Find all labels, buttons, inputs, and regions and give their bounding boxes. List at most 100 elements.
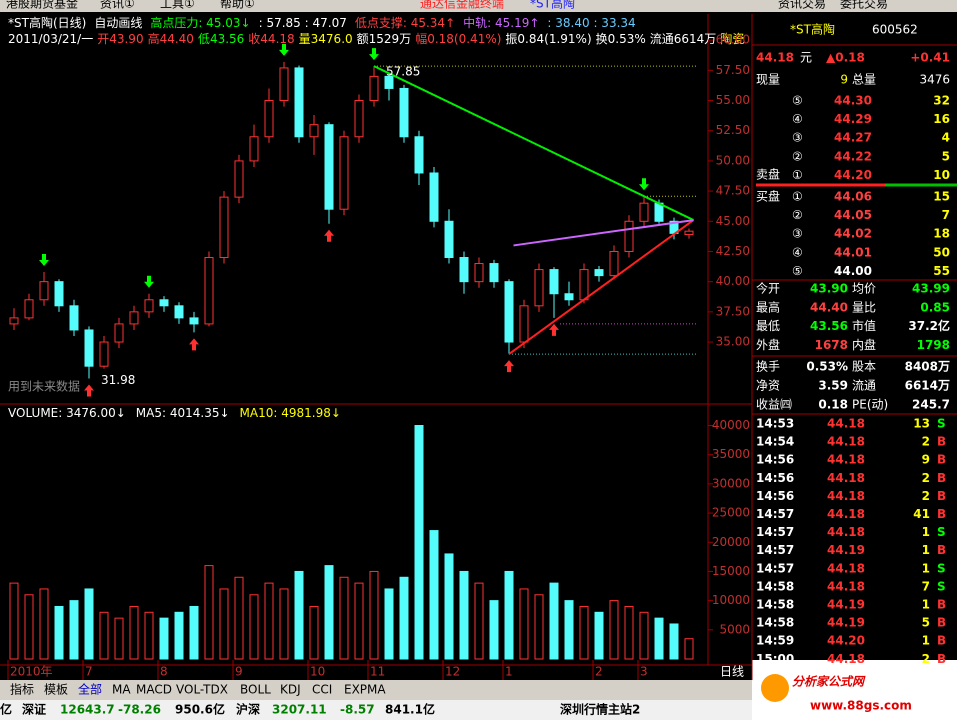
tick-price: 44.19 xyxy=(827,598,865,612)
menu-item[interactable]: 帮助① xyxy=(220,0,255,11)
candle-body xyxy=(279,67,289,102)
order-price: 44.00 xyxy=(834,264,872,278)
candle-body xyxy=(369,75,379,102)
y-tick-label: 30000 xyxy=(712,476,750,490)
segment: 幅0.18(0.41%) xyxy=(415,31,501,46)
button[interactable]: 委托交易 xyxy=(840,0,888,11)
volume-bar xyxy=(54,605,64,660)
volume-bar xyxy=(24,594,34,660)
level: ③ xyxy=(792,131,803,145)
tab[interactable]: 全部 xyxy=(78,682,102,697)
candle-body xyxy=(489,263,499,283)
y-tick-label: 45.00 xyxy=(716,214,750,228)
stat-value: 43.90 xyxy=(810,282,848,296)
candle-body xyxy=(609,250,619,277)
price: 44.18 xyxy=(756,51,794,65)
candle-body xyxy=(624,220,634,252)
menu-item[interactable]: 资讯① xyxy=(100,0,135,11)
y-tick-label: 37.50 xyxy=(716,304,750,318)
candle-body xyxy=(39,281,49,301)
tick-price: 44.18 xyxy=(827,453,865,467)
order-price: 44.02 xyxy=(834,227,872,241)
level: ② xyxy=(792,208,803,222)
tick-volume: 5 xyxy=(922,616,930,630)
change: ▲0.18 xyxy=(826,51,865,65)
button[interactable]: 资讯交易 xyxy=(778,0,826,11)
y-tick-label: 47.50 xyxy=(716,184,750,198)
peak-arrow xyxy=(279,43,289,56)
stat-label: 今开 xyxy=(756,281,780,296)
x-tick-label: 9 xyxy=(235,665,243,679)
candle-body xyxy=(564,293,574,301)
tab[interactable]: EXPMA xyxy=(344,683,386,697)
segment: 开43.90 xyxy=(97,32,143,46)
tick-side: B xyxy=(937,616,946,630)
peak-arrow xyxy=(369,48,379,61)
y-tick-label: 50.00 xyxy=(716,153,750,167)
tick-time: 14:57 xyxy=(756,561,794,575)
volume-bar xyxy=(264,582,274,660)
tab[interactable]: 指标 xyxy=(10,682,34,697)
menu-item[interactable]: 港股期货基金 xyxy=(6,0,78,11)
stat-label: 换手 xyxy=(756,360,780,374)
volume-bar xyxy=(39,588,49,660)
tab[interactable]: CCI xyxy=(312,683,332,697)
x-tick-label: 2 xyxy=(595,665,603,679)
volume-bar xyxy=(624,605,634,660)
y-tick-label: 20000 xyxy=(712,535,750,549)
tick-volume: 2 xyxy=(922,652,930,666)
peak-arrow xyxy=(39,254,49,266)
segment: 高点压力: 45.03↓ xyxy=(150,15,250,30)
tick-volume: 1 xyxy=(922,634,930,648)
tick-side: S xyxy=(937,525,946,539)
tick-volume: 2 xyxy=(922,489,930,503)
segment: 低点支撑: 45.34↑ xyxy=(355,15,455,30)
tab[interactable]: KDJ xyxy=(280,683,301,697)
tick-price: 44.18 xyxy=(827,561,865,575)
segment: 2011/03/21/一 xyxy=(8,32,93,46)
x-tick-label: 7 xyxy=(85,665,93,679)
x-tick-label: 11 xyxy=(370,665,385,679)
volume-bar xyxy=(684,638,694,660)
candle-body xyxy=(594,269,604,277)
volume-bar xyxy=(339,576,349,660)
tick-price: 44.18 xyxy=(827,417,865,431)
stat-label: 均价 xyxy=(852,282,876,296)
tab[interactable]: VOL-TDX xyxy=(176,683,228,697)
candle-body xyxy=(579,269,589,301)
tick-side: B xyxy=(937,471,946,485)
status-item: -8.57 xyxy=(340,703,375,717)
tick-side: B xyxy=(937,652,946,666)
tab[interactable]: BOLL xyxy=(240,683,271,697)
volume-bar xyxy=(489,600,499,660)
status-item: 深圳行情主站2 xyxy=(560,702,640,717)
tab-bar xyxy=(0,680,752,700)
chart-header: 2011/03/21/一 开43.90 高44.40 低43.56 收44.18 量347… xyxy=(8,31,744,46)
trough-arrow xyxy=(84,384,94,397)
volume-bar xyxy=(219,588,229,660)
tab[interactable]: MACD xyxy=(136,683,172,697)
trend-line xyxy=(513,219,694,247)
stock-name: *ST高陶 xyxy=(790,22,835,37)
stat-label: 量比 xyxy=(852,300,876,314)
tick-side: S xyxy=(937,561,946,575)
period: 日线 xyxy=(720,665,744,679)
tab[interactable]: MA xyxy=(112,683,131,697)
stat-label: 市值 xyxy=(852,318,876,333)
candle-body xyxy=(264,100,274,138)
y-tick-label: 55.00 xyxy=(716,93,750,107)
menu-item[interactable]: 工具① xyxy=(160,0,195,11)
candle-body xyxy=(549,269,559,295)
status-item: -78.26 xyxy=(118,703,161,717)
volume-now: 9 xyxy=(840,73,848,87)
stat-value: 43.56 xyxy=(810,319,848,333)
volume-bar xyxy=(639,611,649,660)
level: ① xyxy=(792,190,803,204)
volume-bar xyxy=(84,588,94,660)
status-item: 3207.11 xyxy=(272,703,327,717)
tab[interactable]: 模板 xyxy=(44,683,68,697)
tick-price: 44.18 xyxy=(827,435,865,449)
volume-bar xyxy=(564,600,574,660)
stat-value: 8408万 xyxy=(905,360,950,374)
